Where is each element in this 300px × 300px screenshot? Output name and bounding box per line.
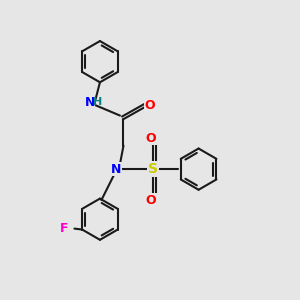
Text: S: S: [148, 162, 158, 176]
Text: N: N: [111, 163, 121, 176]
Text: O: O: [145, 132, 156, 145]
Text: O: O: [145, 194, 156, 207]
Text: F: F: [60, 221, 69, 235]
Text: N: N: [85, 96, 95, 110]
Text: H: H: [93, 97, 102, 107]
Text: O: O: [145, 99, 155, 112]
